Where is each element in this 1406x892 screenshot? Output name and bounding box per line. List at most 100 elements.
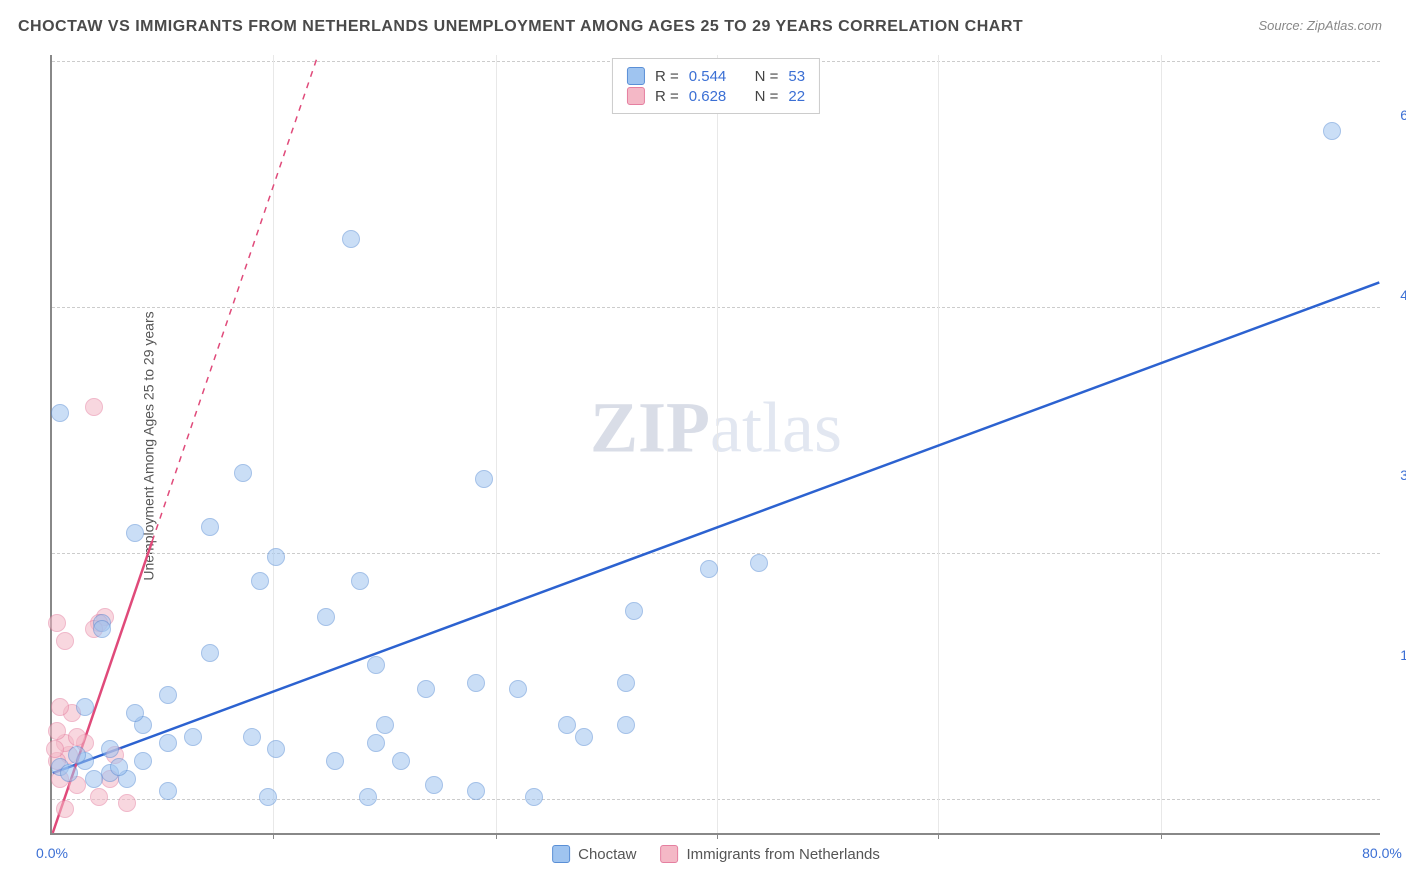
legend-label: Choctaw xyxy=(578,846,636,863)
scatter-point xyxy=(317,608,335,626)
scatter-point xyxy=(234,464,252,482)
scatter-point xyxy=(101,740,119,758)
scatter-point xyxy=(159,734,177,752)
scatter-point xyxy=(1323,122,1341,140)
legend-swatch xyxy=(627,67,645,85)
scatter-point xyxy=(85,770,103,788)
scatter-point xyxy=(376,716,394,734)
scatter-point xyxy=(342,230,360,248)
scatter-point xyxy=(48,722,66,740)
x-tick-mark xyxy=(496,833,497,839)
scatter-point xyxy=(48,614,66,632)
scatter-point xyxy=(467,782,485,800)
y-tick-label: 30.0% xyxy=(1400,467,1406,483)
watermark: ZIPatlas xyxy=(590,387,842,470)
scatter-point xyxy=(509,680,527,698)
scatter-point xyxy=(51,404,69,422)
scatter-point xyxy=(159,782,177,800)
scatter-point xyxy=(575,728,593,746)
legend-swatch xyxy=(552,845,570,863)
scatter-point xyxy=(359,788,377,806)
scatter-point xyxy=(85,398,103,416)
scatter-point xyxy=(267,548,285,566)
scatter-point xyxy=(76,698,94,716)
scatter-point xyxy=(525,788,543,806)
gridline-horizontal xyxy=(52,307,1380,308)
scatter-point xyxy=(118,794,136,812)
scatter-point xyxy=(201,518,219,536)
legend-r-value: 0.544 xyxy=(689,68,727,85)
gridline-vertical xyxy=(717,55,718,833)
scatter-point xyxy=(326,752,344,770)
scatter-point xyxy=(367,734,385,752)
scatter-point xyxy=(558,716,576,734)
scatter-point xyxy=(617,674,635,692)
chart-container: CHOCTAW VS IMMIGRANTS FROM NETHERLANDS U… xyxy=(0,0,1406,892)
legend-row: R = 0.628 N = 22 xyxy=(627,87,805,105)
source-label: Source: ZipAtlas.com xyxy=(1258,18,1382,33)
legend-item: Choctaw xyxy=(552,845,636,863)
y-tick-label: 15.0% xyxy=(1400,647,1406,663)
legend-label: Immigrants from Netherlands xyxy=(686,846,879,863)
plot-area: ZIPatlas R =0.544 N =53R =0.628 N =22 Ch… xyxy=(50,55,1380,835)
x-tick-mark xyxy=(938,833,939,839)
scatter-point xyxy=(267,740,285,758)
scatter-point xyxy=(251,572,269,590)
scatter-point xyxy=(417,680,435,698)
scatter-point xyxy=(93,620,111,638)
scatter-point xyxy=(68,746,86,764)
scatter-point xyxy=(750,554,768,572)
scatter-point xyxy=(700,560,718,578)
gridline-horizontal xyxy=(52,553,1380,554)
scatter-point xyxy=(184,728,202,746)
legend-swatch xyxy=(627,87,645,105)
chart-title: CHOCTAW VS IMMIGRANTS FROM NETHERLANDS U… xyxy=(18,18,1023,36)
scatter-point xyxy=(392,752,410,770)
correlation-legend: R = 0.544 N = 53 R = 0.628 N = 22 xyxy=(612,58,820,114)
scatter-point xyxy=(617,716,635,734)
gridline-vertical xyxy=(496,55,497,833)
legend-n-value: 53 xyxy=(788,68,805,85)
scatter-point xyxy=(425,776,443,794)
scatter-point xyxy=(134,752,152,770)
scatter-point xyxy=(68,728,86,746)
legend-r-value: 0.628 xyxy=(689,88,727,105)
scatter-point xyxy=(159,686,177,704)
scatter-point xyxy=(467,674,485,692)
x-tick-label: 0.0% xyxy=(36,845,68,861)
trend-line-solid xyxy=(53,282,1380,773)
scatter-point xyxy=(126,704,144,722)
x-tick-mark xyxy=(717,833,718,839)
scatter-point xyxy=(60,764,78,782)
scatter-point xyxy=(90,788,108,806)
gridline-vertical xyxy=(938,55,939,833)
y-tick-label: 45.0% xyxy=(1400,287,1406,303)
scatter-point xyxy=(243,728,261,746)
y-tick-label: 60.0% xyxy=(1400,107,1406,123)
gridline-vertical xyxy=(273,55,274,833)
trend-lines-layer xyxy=(52,55,1380,833)
scatter-point xyxy=(46,740,64,758)
legend-n-value: 22 xyxy=(788,88,805,105)
gridline-vertical xyxy=(1161,55,1162,833)
scatter-point xyxy=(625,602,643,620)
scatter-point xyxy=(126,524,144,542)
scatter-point xyxy=(201,644,219,662)
x-tick-label: 80.0% xyxy=(1362,845,1402,861)
series-legend: Choctaw Immigrants from Netherlands xyxy=(552,845,880,863)
scatter-point xyxy=(367,656,385,674)
legend-r-label: R = xyxy=(655,88,679,105)
legend-n-label: N = xyxy=(755,88,779,105)
legend-swatch xyxy=(660,845,678,863)
scatter-point xyxy=(56,632,74,650)
scatter-point xyxy=(475,470,493,488)
legend-n-label: N = xyxy=(755,68,779,85)
legend-item: Immigrants from Netherlands xyxy=(660,845,879,863)
x-tick-mark xyxy=(273,833,274,839)
scatter-point xyxy=(51,698,69,716)
scatter-point xyxy=(56,800,74,818)
scatter-point xyxy=(259,788,277,806)
legend-r-label: R = xyxy=(655,68,679,85)
x-tick-mark xyxy=(1161,833,1162,839)
legend-row: R = 0.544 N = 53 xyxy=(627,67,805,85)
